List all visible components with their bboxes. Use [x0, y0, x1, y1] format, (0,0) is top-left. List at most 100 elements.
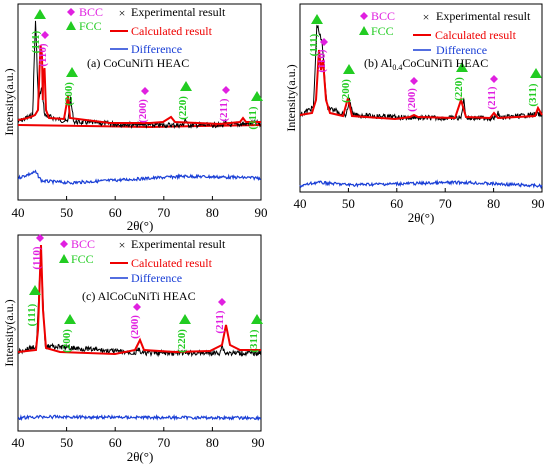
panel-title: (a) CoCuNiTi HEAC	[87, 56, 189, 70]
bcc-peak-label: (211)	[218, 98, 230, 122]
legend-bcc: BCC	[71, 237, 95, 251]
fcc-marker	[311, 14, 323, 24]
fcc-legend-marker	[359, 26, 369, 35]
panel-title-subscript: 0.4	[392, 63, 402, 72]
bcc-legend-marker	[60, 240, 68, 248]
bcc-peak-label: (200)	[129, 315, 141, 339]
fcc-peak-label: (111)	[30, 30, 42, 53]
panel-title: (c) AlCoCuNiTi HEAC	[82, 289, 196, 303]
bcc-marker	[218, 298, 226, 306]
legend-fcc: FCC	[371, 24, 394, 38]
legend: BCC FCC × Experimental result Calculated…	[359, 9, 531, 57]
tick-label: 80	[206, 435, 219, 450]
x-ticks	[299, 188, 543, 192]
panel-title-rest: CoCuNiTi HEAC	[402, 56, 488, 70]
fcc-peak-label: (311)	[247, 106, 259, 130]
y-axis-label: Intensity(a.u.)	[2, 299, 16, 366]
tick-label: 80	[206, 205, 219, 220]
legend-exp: Experimental result	[131, 237, 226, 251]
fcc-marker	[343, 64, 355, 74]
fcc-marker	[530, 68, 542, 78]
fcc-legend-marker	[66, 21, 76, 30]
experimental-curve	[17, 255, 262, 358]
legend-bcc: BCC	[371, 9, 395, 23]
bcc-marker	[320, 38, 328, 46]
bcc-peak-label: (200)	[137, 99, 149, 123]
bcc-legend-marker	[67, 8, 75, 16]
bcc-peak-label: (211)	[486, 86, 498, 110]
x-axis-label: 2θ(°)	[127, 449, 154, 464]
panel-b: 40 50 60 70 80 90 2θ(°) Intensity(a.u.) …	[284, 3, 545, 225]
legend-calc: Calculated result	[131, 256, 213, 270]
bcc-peak-label: (110)	[37, 43, 49, 67]
x-ticks	[17, 196, 262, 200]
fcc-legend-marker	[59, 254, 69, 263]
bcc-marker	[490, 75, 498, 83]
fcc-marker	[34, 9, 46, 19]
tick-label: 70	[157, 205, 170, 220]
x-axis-label: 2θ(°)	[127, 218, 154, 233]
tick-label: 90	[532, 196, 545, 211]
bcc-marker	[41, 31, 49, 39]
legend-diff: Difference	[131, 271, 182, 285]
plot-frame	[299, 3, 543, 193]
fcc-peak-label: (111)	[26, 303, 38, 326]
tick-label: 50	[342, 196, 355, 211]
calculated-peaks	[17, 244, 261, 356]
fcc-marker	[29, 285, 41, 295]
tick-label: 90	[252, 435, 265, 450]
panel-c: 40 50 60 70 80 90 2θ(°) Intensity(a.u.) …	[2, 234, 265, 464]
fcc-marker	[251, 91, 263, 101]
difference-curve	[17, 414, 262, 421]
bcc-marker	[222, 86, 230, 94]
x-ticks	[17, 427, 262, 431]
legend: BCC FCC × Experimental result Calculated…	[66, 5, 226, 56]
fcc-peak-label: (200)	[61, 329, 73, 353]
panel-title-main: Al	[380, 56, 393, 70]
tick-label: 40	[294, 196, 307, 211]
bcc-legend-marker	[360, 12, 368, 20]
tick-label: 70	[157, 435, 170, 450]
bcc-peak-label: (110)	[316, 49, 328, 73]
bcc-peak-label: (200)	[406, 88, 418, 112]
legend-diff: Difference	[131, 42, 182, 56]
legend-exp-marker: ×	[423, 10, 430, 24]
bcc-peak-label: (211)	[214, 310, 226, 334]
legend-bcc: BCC	[79, 5, 103, 19]
x-axis-label: 2θ(°)	[408, 210, 435, 225]
plot-frame	[17, 234, 262, 432]
bcc-marker	[133, 303, 141, 311]
tick-label: 80	[487, 196, 500, 211]
fcc-peak-label: (311)	[248, 329, 260, 353]
tick-label: 40	[12, 435, 25, 450]
legend-diff: Difference	[436, 43, 487, 57]
difference-curve	[299, 179, 543, 190]
legend-calc: Calculated result	[131, 24, 213, 38]
fcc-marker	[66, 67, 78, 77]
bcc-peak-label: (110)	[31, 246, 43, 270]
fcc-marker	[179, 314, 191, 324]
calculated-peaks	[17, 44, 261, 126]
panel-title: (b) Al0.4CoCuNiTi HEAC	[364, 56, 488, 72]
legend-exp: Experimental result	[436, 9, 531, 23]
fcc-peak-label: (111)	[308, 33, 320, 56]
tick-label: 60	[109, 205, 122, 220]
y-axis-label: Intensity(a.u.)	[284, 64, 298, 131]
fcc-peak-label: (311)	[527, 83, 539, 107]
plot-frame	[17, 3, 262, 201]
difference-curve	[17, 169, 261, 186]
tick-label: 60	[109, 435, 122, 450]
fcc-peak-label: (220)	[453, 77, 465, 101]
calculated-peaks	[299, 49, 543, 121]
fcc-marker	[251, 314, 263, 324]
legend-exp: Experimental result	[131, 5, 226, 19]
bcc-marker	[36, 234, 44, 242]
legend-exp-marker: ×	[119, 238, 126, 252]
panel-a: 40 50 60 70 80 90 2θ(°) Intensity(a.u.) …	[2, 3, 268, 233]
legend-fcc: FCC	[71, 252, 94, 266]
legend: BCC FCC × Experimental result Calculated…	[59, 237, 226, 285]
fcc-peak-label: (200)	[63, 82, 75, 106]
tick-label: 50	[60, 205, 73, 220]
y-axis-label: Intensity(a.u.)	[2, 68, 16, 135]
